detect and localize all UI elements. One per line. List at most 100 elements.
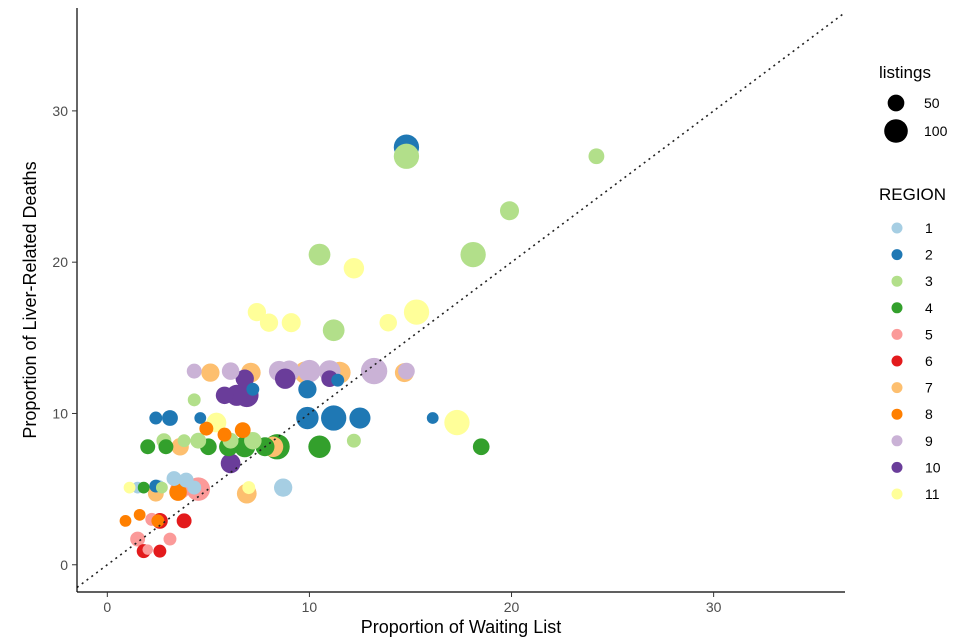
region-legend-label: 8 xyxy=(925,406,933,422)
data-point-region-10 xyxy=(235,369,254,388)
data-point-region-6 xyxy=(176,513,192,529)
data-point-region-2 xyxy=(298,380,317,399)
x-tick-label: 10 xyxy=(302,599,318,615)
data-point-region-11 xyxy=(343,258,365,279)
data-point-region-1 xyxy=(166,471,182,486)
region-legend-label: 2 xyxy=(925,247,933,263)
data-point-region-8 xyxy=(169,483,187,501)
data-point-region-5 xyxy=(163,532,177,546)
region-legend-label: 9 xyxy=(925,433,933,449)
data-point-region-2 xyxy=(321,405,347,431)
region-legend-label: 4 xyxy=(925,300,933,316)
data-point-region-2 xyxy=(331,373,345,387)
data-point-region-9 xyxy=(298,359,321,383)
data-point-region-4 xyxy=(308,435,331,458)
data-point-region-11 xyxy=(123,481,136,494)
x-axis-title: Proportion of Waiting List xyxy=(361,617,561,637)
data-point-region-3 xyxy=(177,434,191,448)
region-legend-label: 3 xyxy=(925,273,933,289)
data-point-region-3 xyxy=(346,433,361,448)
y-axis-title: Proportion of Liver-Related Deaths xyxy=(20,161,40,438)
data-point-region-5 xyxy=(142,544,154,555)
data-point-region-3 xyxy=(187,393,201,407)
region-legend-label: 6 xyxy=(925,353,933,369)
region-legend-key xyxy=(891,222,903,234)
data-point-region-10 xyxy=(215,386,234,405)
data-point-region-4 xyxy=(137,481,150,494)
data-point-region-3 xyxy=(244,431,262,450)
region-legend-key xyxy=(891,488,903,500)
region-legend-key xyxy=(891,249,903,261)
data-point-region-11 xyxy=(247,302,267,322)
data-point-region-3 xyxy=(190,432,207,449)
data-point-region-8 xyxy=(133,508,146,521)
size-legend-label: 100 xyxy=(924,123,948,139)
size-legend-key xyxy=(884,119,908,143)
data-point-region-2 xyxy=(162,410,178,426)
data-point-region-4 xyxy=(140,439,156,455)
region-legend-label: 5 xyxy=(925,326,933,342)
data-point-region-1 xyxy=(187,480,202,495)
data-point-region-2 xyxy=(426,412,439,424)
size-legend-key xyxy=(887,94,905,112)
data-point-region-2 xyxy=(246,382,260,396)
x-tick-label: 20 xyxy=(504,599,520,615)
region-legend-key xyxy=(891,328,903,340)
data-point-region-10 xyxy=(220,453,241,474)
y-tick-label: 10 xyxy=(52,405,68,421)
data-point-region-9 xyxy=(186,363,202,379)
region-legend-key xyxy=(891,408,903,420)
region-legend-key xyxy=(891,275,903,287)
x-tick-label: 30 xyxy=(706,599,722,615)
data-point-region-8 xyxy=(119,514,132,527)
data-point-region-9 xyxy=(221,362,240,380)
data-point-region-8 xyxy=(234,422,251,439)
region-legend-key xyxy=(891,355,903,367)
data-point-region-9 xyxy=(398,362,415,380)
data-point-region-8 xyxy=(217,427,232,442)
data-point-region-9 xyxy=(360,357,388,385)
region-legend-key xyxy=(891,461,903,473)
x-tick-label: 0 xyxy=(103,599,111,615)
data-point-region-11 xyxy=(281,313,301,333)
data-point-region-6 xyxy=(153,544,167,558)
data-point-region-8 xyxy=(199,421,214,436)
size-legend: listings 50 100 xyxy=(879,63,948,143)
region-legend-label: 10 xyxy=(925,459,941,475)
data-point-region-5 xyxy=(130,531,146,547)
data-point-region-3 xyxy=(393,143,420,169)
size-legend-label: 50 xyxy=(924,95,940,111)
data-point-region-3 xyxy=(322,319,345,342)
data-point-region-11 xyxy=(242,481,256,495)
data-point-region-11 xyxy=(259,313,279,332)
data-point-region-8 xyxy=(151,514,165,528)
y-tick-label: 20 xyxy=(52,254,68,270)
size-legend-title: listings xyxy=(879,63,931,82)
data-point-region-3 xyxy=(460,241,486,268)
data-point-region-2 xyxy=(349,407,371,429)
data-point-region-3 xyxy=(499,201,520,221)
data-point-region-2 xyxy=(296,406,319,430)
region-legend-title: REGION xyxy=(879,185,946,204)
data-point-region-3 xyxy=(155,481,168,494)
y-tick-label: 0 xyxy=(60,557,68,573)
data-point-region-4 xyxy=(158,439,174,455)
data-point-region-10 xyxy=(274,368,296,389)
region-legend-label: 11 xyxy=(925,486,940,502)
region-legend-key xyxy=(891,435,903,447)
axes xyxy=(76,8,845,593)
data-point-region-7 xyxy=(201,363,220,382)
region-legend-key xyxy=(891,302,903,314)
data-point-region-1 xyxy=(274,478,293,497)
data-point-region-11 xyxy=(379,313,397,332)
data-point-region-2 xyxy=(149,411,163,425)
points-layer xyxy=(119,134,605,559)
region-legend-label: 1 xyxy=(925,220,933,236)
identity-reference-line xyxy=(76,11,846,589)
data-point-region-11 xyxy=(444,409,470,436)
data-point-region-4 xyxy=(472,438,490,456)
region-legend-label: 7 xyxy=(925,380,933,396)
y-tick-label: 30 xyxy=(52,103,68,119)
data-point-region-3 xyxy=(308,243,331,266)
